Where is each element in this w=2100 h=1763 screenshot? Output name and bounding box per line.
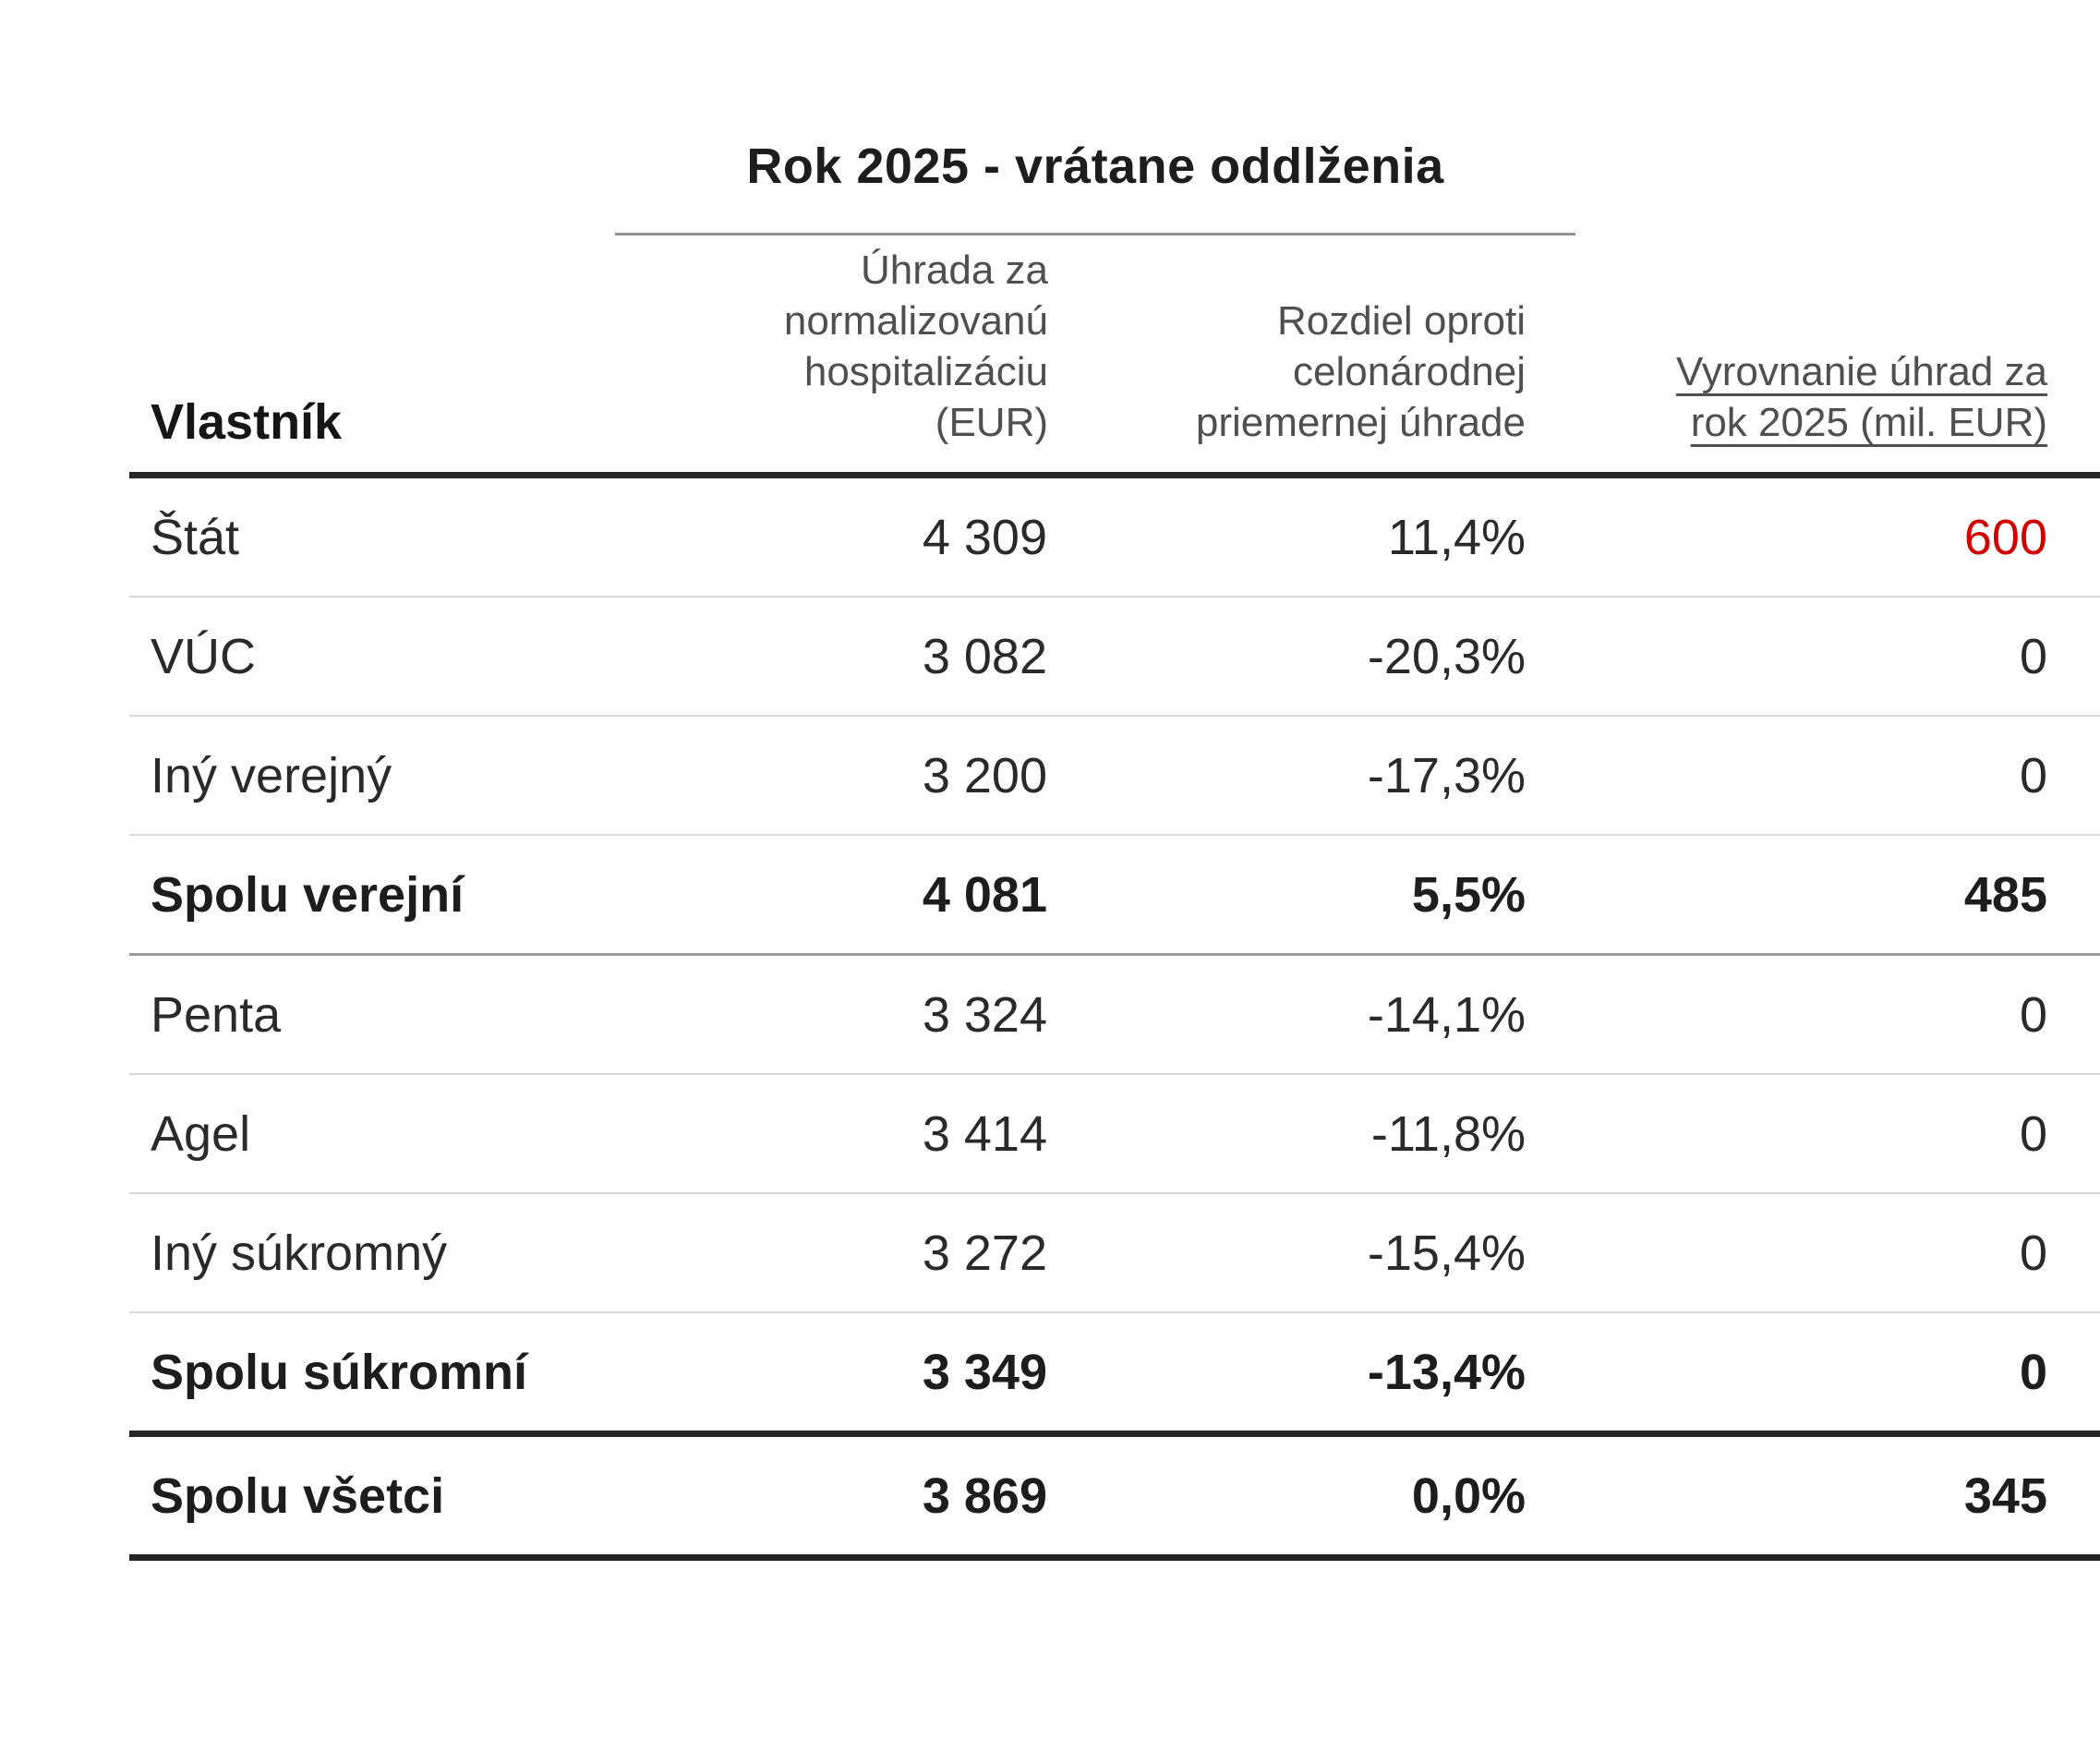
cell-difference: -11,8%	[1048, 1074, 1533, 1194]
cell-payment: 3 324	[702, 954, 1048, 1075]
cell-payment: 3 349	[702, 1312, 1048, 1437]
cell-owner: Agel	[129, 1074, 702, 1194]
cell-owner: Štát	[129, 475, 702, 598]
header-line: celonárodnej	[1293, 349, 1526, 394]
cell-settlement: 0	[1533, 1312, 2100, 1437]
column-header-owner: Vlastník	[129, 235, 702, 478]
cell-settlement: 600	[1533, 475, 2100, 598]
cell-settlement: 345	[1533, 1433, 2100, 1561]
cell-payment: 4 309	[702, 475, 1048, 598]
cell-difference: -13,4%	[1048, 1312, 1533, 1437]
cell-owner: Iný verejný	[129, 716, 702, 836]
cell-payment: 3 869	[702, 1433, 1048, 1561]
table-row: Iný súkromný 3 272 -15,4% 0	[129, 1193, 2100, 1313]
cell-difference: -14,1%	[1048, 954, 1533, 1075]
cell-difference: 5,5%	[1048, 835, 1533, 956]
column-header-difference: Rozdiel oproti celonárodnej priemernej ú…	[1048, 235, 1533, 478]
column-header-payment: Úhrada za normalizovanú hospitalizáciu (…	[702, 235, 1048, 478]
table-row: Štát 4 309 11,4% 600	[129, 475, 2100, 598]
header-line: hospitalizáciu (EUR)	[803, 349, 1048, 445]
cell-settlement: 0	[1533, 954, 2100, 1075]
header-line-underlined: Vyrovnanie úhrad za	[1676, 349, 2047, 394]
column-header-settlement: Vyrovnanie úhrad za rok 2025 (mil. EUR)	[1533, 235, 2100, 478]
cell-owner: Spolu verejní	[129, 835, 702, 956]
infographic-canvas: { "table": { "title": "Rok 2025 - vrátan…	[0, 140, 2100, 1763]
cell-difference: 0,0%	[1048, 1433, 1533, 1561]
page-title: Rok 2025 - vrátane oddlženia	[746, 139, 1444, 194]
cell-payment: 3 200	[702, 716, 1048, 836]
table-row: VÚC 3 082 -20,3% 0	[129, 597, 2100, 717]
cell-settlement: 0	[1533, 597, 2100, 717]
cell-difference: -20,3%	[1048, 597, 1533, 717]
cell-owner: Penta	[129, 954, 702, 1075]
cell-settlement: 0	[1533, 1193, 2100, 1313]
cell-settlement: 485	[1533, 835, 2100, 956]
cell-difference: 11,4%	[1048, 475, 1533, 598]
table-row-summary-private: Spolu súkromní 3 349 -13,4% 0	[129, 1312, 2100, 1437]
table-row: Iný verejný 3 200 -17,3% 0	[129, 716, 2100, 836]
title-block: Rok 2025 - vrátane oddlženia	[615, 140, 1575, 235]
cell-owner: VÚC	[129, 597, 702, 717]
cell-difference: -17,3%	[1048, 716, 1533, 836]
header-line: priemernej úhrade	[1195, 400, 1526, 445]
cell-settlement: 0	[1533, 716, 2100, 836]
header-row: Vlastník Úhrada za normalizovanú hospita…	[129, 235, 2100, 478]
cell-payment: 3 414	[702, 1074, 1048, 1194]
header-line: Rozdiel oproti	[1276, 298, 1526, 344]
header-line: Úhrada za	[860, 248, 1048, 293]
cell-owner: Iný súkromný	[129, 1193, 702, 1313]
table-row-summary-total: Spolu všetci 3 869 0,0% 345	[129, 1433, 2100, 1561]
cell-difference: -15,4%	[1048, 1193, 1533, 1313]
header-line-underlined: rok 2025 (mil. EUR)	[1690, 400, 2047, 445]
header-line: normalizovanú	[783, 298, 1048, 344]
cell-payment: 3 272	[702, 1193, 1048, 1313]
cell-payment: 4 081	[702, 835, 1048, 956]
data-table: Vlastník Úhrada za normalizovanú hospita…	[129, 235, 2100, 1561]
cell-owner: Spolu súkromní	[129, 1312, 702, 1437]
cell-payment: 3 082	[702, 597, 1048, 717]
table-row-summary-public: Spolu verejní 4 081 5,5% 485	[129, 835, 2100, 956]
cell-settlement: 0	[1533, 1074, 2100, 1194]
table-row: Agel 3 414 -11,8% 0	[129, 1074, 2100, 1194]
table-row: Penta 3 324 -14,1% 0	[129, 954, 2100, 1075]
cell-owner: Spolu všetci	[129, 1433, 702, 1561]
